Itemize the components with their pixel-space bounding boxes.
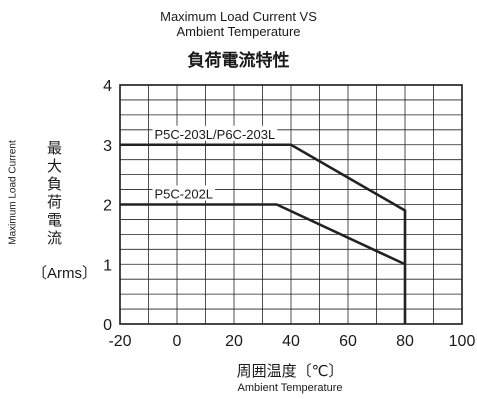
x-tick-label: -20 [108, 333, 131, 350]
y-axis-label-jp: 最大負荷電流 [45, 140, 63, 248]
series-label-background [152, 125, 278, 141]
x-tick-label: 20 [225, 333, 243, 350]
x-tick-label: 40 [282, 333, 300, 350]
x-axis-label-en: Ambient Temperature [237, 382, 343, 394]
series-label: P5C-202L [155, 187, 214, 202]
y-tick-label: 0 [103, 317, 112, 334]
chart-title-line-1: Maximum Load Current VS [160, 9, 317, 24]
y-tick-label: 3 [103, 138, 112, 155]
y-axis-unit: 〔Arms〕 [32, 265, 97, 282]
x-tick-label: 80 [396, 333, 414, 350]
series-label-background [152, 185, 216, 201]
y-tick-label: 4 [103, 78, 112, 95]
x-tick-label: 60 [339, 333, 357, 350]
series-line [120, 203, 406, 266]
chart-title-jp: 負荷電流特性 [187, 51, 290, 71]
x-axis-label-jp: 周囲温度〔℃〕 [236, 362, 344, 380]
x-tick-label: 100 [449, 333, 476, 350]
chart-title-line-2: Ambient Temperature [176, 24, 301, 39]
series-line [120, 143, 407, 324]
y-tick-label: 2 [103, 198, 112, 215]
y-tick-label: 1 [103, 257, 112, 274]
series-label: P5C-203L/P6C-203L [155, 127, 276, 142]
x-tick-label: 0 [173, 333, 182, 350]
